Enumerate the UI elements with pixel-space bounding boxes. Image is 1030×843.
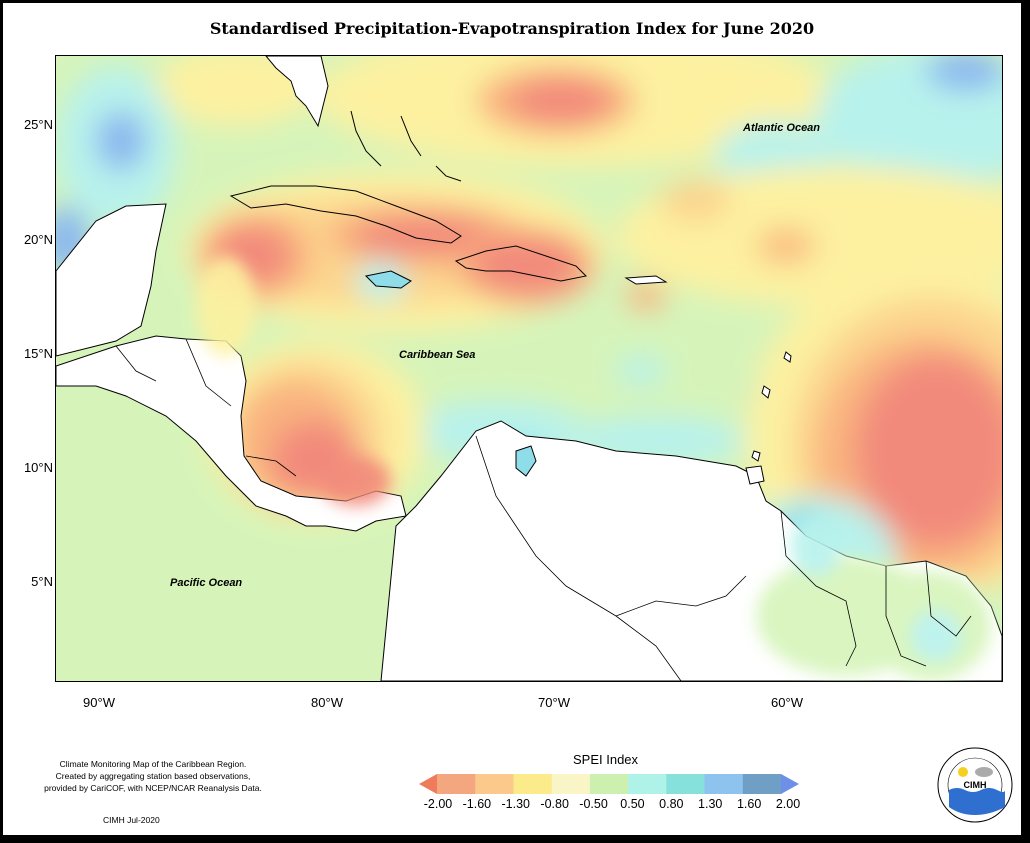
lon-label-60w: 60°W [771,695,803,710]
legend-swatch [475,774,514,794]
lat-label-5n: 5°N [31,574,53,589]
credit-text: CIMH Jul-2020 [103,815,160,825]
country-borders [115,338,972,681]
atlantic-ocean-label: Atlantic Ocean [743,122,821,134]
cuba [229,185,462,244]
cloud-icon [975,767,993,777]
border-honduras [185,338,232,407]
border-suriname [885,566,927,667]
caribbean-islands [229,110,792,485]
legend-tick-label: -1.60 [462,797,492,811]
legend-tick-label: 1.60 [736,797,762,811]
border-guyana [780,510,857,667]
legend-tick-label: -0.50 [579,797,608,811]
legend-swatch [551,774,591,794]
legend-ticks: -2.00 -1.60 -1.30 -0.80 -0.50 0.50 0.80 1.30 1.6… [424,797,801,813]
footer-note: Climate Monitoring Map of the Caribbean … [23,758,283,794]
border-guatemala [115,345,157,382]
border-costa-rica [245,455,297,477]
spei-field-contours [56,56,1002,681]
legend-swatch [704,774,744,794]
legend-tick-label: 0.50 [620,797,645,811]
legend-tick-label: 0.80 [659,797,684,811]
legend-swatch [742,774,782,794]
border-venezuela-brazil [615,575,747,617]
border-french-guiana [925,560,972,637]
legend-tick-label: -2.00 [423,797,453,811]
martinique [783,351,792,363]
figure-frame: Standardised Precipitation-Evapotranspir… [3,3,1021,835]
legend-swatch [628,774,667,794]
footer-note-line2: Created by aggregating station based obs… [55,771,251,781]
legend-tick-label: -0.80 [540,797,569,811]
legend-right-arrow [781,774,799,794]
lat-label-25n: 25°N [23,117,53,132]
legend-tick-label: -1.30 [501,797,531,811]
lake-maracaibo [515,445,537,477]
tobago [751,450,761,462]
legend-tick-label: 2.00 [775,797,801,811]
legend-tick-label: 1.30 [698,797,723,811]
puerto-rico [624,275,668,285]
land-spei-overlay [196,256,991,681]
cimh-logo: CIMH [937,747,1013,823]
footer-note-line1: Climate Monitoring Map of the Caribbean … [59,759,247,769]
spei-map-svg [56,56,1002,681]
sun-icon [958,767,968,777]
wave-icon [949,788,1005,815]
lon-label-70w: 70°W [538,695,570,710]
border-colombia-venezuela [475,435,682,681]
florida [265,56,329,128]
st-lucia [761,385,771,399]
legend-color-bar [419,774,799,794]
legend-left-arrow [419,774,437,794]
footer-note-line3: provided by CariCOF, with NCEP/NCAR Rean… [44,783,262,793]
jamaica [364,270,412,289]
lat-label-10n: 10°N [23,460,53,475]
caribbean-sea-label: Caribbean Sea [399,349,476,361]
trinidad [745,465,765,485]
lat-label-15n: 15°N [23,346,53,361]
yucatan [56,203,167,357]
bahamas-3 [435,165,462,182]
logo-text: CIMH [964,780,987,790]
lat-label-20n: 20°N [23,232,53,247]
lon-label-80w: 80°W [311,695,343,710]
legend-swatch [589,774,629,794]
legend-swatch [513,774,553,794]
legend-title: SPEI Index [573,752,639,767]
map-title: Standardised Precipitation-Evapotranspir… [209,19,815,38]
legend-swatch [437,774,476,794]
legend-swatch [666,774,706,794]
bahamas-1 [350,110,382,167]
hispaniola [454,245,588,282]
spei-map: Atlantic Ocean Caribbean Sea Pacific Oce… [55,55,1003,682]
lon-label-90w: 90°W [83,695,115,710]
pacific-ocean-label: Pacific Ocean [170,577,243,589]
bahamas-2 [400,115,422,157]
